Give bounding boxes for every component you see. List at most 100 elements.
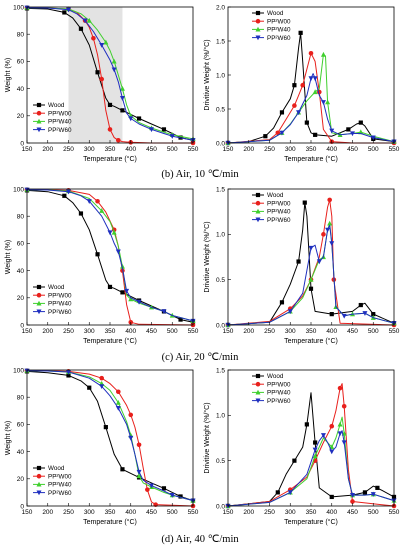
- legend-label: PP²W00: [267, 18, 291, 25]
- legend-label: PP²W60: [267, 398, 291, 405]
- y-axis-label: Drivitive Weight (%/°C): [203, 402, 211, 473]
- y-tick-label: 80: [17, 395, 25, 402]
- data-point: [86, 199, 92, 204]
- data-point: [329, 449, 335, 455]
- legend-marker: [255, 10, 261, 16]
- data-point: [99, 208, 105, 213]
- x-tick-label: 250: [264, 509, 275, 516]
- data-point: [320, 51, 326, 57]
- data-point: [321, 232, 326, 237]
- legend-label: PP²W00: [48, 110, 72, 117]
- data-point: [341, 313, 347, 319]
- x-tick-label: 150: [22, 509, 33, 516]
- x-tick-label: 550: [389, 146, 400, 153]
- x-tick-label: 200: [42, 146, 53, 153]
- x-tick-label: 400: [326, 509, 337, 516]
- legend-marker: [255, 18, 261, 24]
- legend-marker: [255, 208, 261, 214]
- x-tick-label: 300: [84, 328, 95, 335]
- data-point: [296, 259, 301, 264]
- data-point: [161, 486, 167, 491]
- legend-marker: [36, 490, 42, 496]
- data-point: [350, 499, 355, 504]
- legend-label: Wood: [48, 465, 65, 472]
- legend-label: PP²W60: [267, 35, 291, 42]
- legend-marker: [255, 381, 261, 387]
- data-point: [119, 85, 125, 91]
- data-point: [308, 245, 314, 251]
- legend-label: PP²W40: [267, 390, 291, 397]
- data-point: [313, 132, 318, 137]
- series-line: [227, 224, 395, 326]
- data-point: [115, 405, 121, 411]
- series-line: [227, 430, 395, 507]
- x-tick-label: 500: [167, 509, 178, 516]
- data-point: [103, 425, 108, 430]
- data-point: [308, 50, 314, 56]
- data-point: [375, 485, 380, 490]
- data-point: [362, 311, 368, 316]
- x-tick-label: 550: [188, 509, 199, 516]
- data-point: [308, 276, 314, 282]
- x-tick-label: 450: [347, 146, 358, 153]
- shaded-region: [68, 7, 123, 143]
- data-point: [136, 473, 142, 479]
- y-tick-label: 2.0: [216, 4, 225, 11]
- data-point: [107, 230, 113, 236]
- y-tick-label: 1.5: [216, 367, 225, 374]
- data-point: [120, 108, 125, 113]
- data-point: [66, 369, 71, 375]
- x-tick-label: 250: [63, 509, 74, 516]
- y-tick-label: 1.0: [216, 232, 225, 239]
- legend-marker: [36, 102, 42, 108]
- legend-marker: [36, 481, 42, 487]
- data-point: [337, 385, 343, 391]
- y-tick-label: 0.5: [216, 277, 225, 284]
- data-point: [62, 10, 67, 15]
- data-point: [78, 211, 84, 216]
- x-tick-label: 450: [146, 509, 157, 516]
- data-point: [362, 490, 368, 495]
- data-point: [312, 89, 318, 95]
- series-line: [227, 392, 395, 507]
- x-tick-label: 350: [306, 146, 317, 153]
- data-point: [99, 42, 105, 48]
- x-tick-label: 450: [347, 328, 358, 335]
- series-line: [26, 370, 194, 502]
- y-axis-label: Weight (%): [5, 240, 12, 275]
- data-point: [169, 493, 175, 498]
- data-point: [275, 490, 280, 495]
- y-tick-label: 40: [17, 449, 25, 456]
- data-point: [358, 302, 363, 308]
- x-tick-label: 400: [125, 146, 136, 153]
- x-tick-label: 450: [347, 509, 358, 516]
- data-point: [279, 110, 285, 115]
- y-axis-label: Weight (%): [5, 421, 12, 456]
- data-point: [120, 290, 125, 295]
- series-line: [227, 199, 395, 326]
- x-tick-label: 150: [22, 146, 33, 153]
- y-tick-label: 60: [17, 422, 25, 429]
- figure-caption: (c) Air, 20 ℃/min: [162, 352, 239, 363]
- series-line: [227, 383, 395, 507]
- data-point: [136, 442, 142, 448]
- data-point: [337, 421, 343, 427]
- legend-marker: [36, 473, 42, 479]
- legend-marker: [255, 192, 261, 198]
- data-point: [107, 284, 113, 290]
- data-point: [99, 76, 104, 82]
- legend-label: PP²W00: [267, 200, 291, 207]
- data-point: [116, 389, 121, 395]
- legend-marker: [255, 398, 261, 404]
- plot-frame: [227, 6, 395, 144]
- data-point: [66, 7, 71, 13]
- legend-label: PP²W40: [267, 209, 291, 216]
- data-point: [95, 198, 100, 204]
- legend-label: Wood: [267, 10, 284, 17]
- chart-b-tg: 150 200 250 300 350 400 450 500 550 0 20 40 60 80 100 T…: [5, 4, 199, 163]
- data-point: [115, 399, 121, 405]
- data-point: [329, 128, 335, 134]
- data-point: [136, 116, 142, 121]
